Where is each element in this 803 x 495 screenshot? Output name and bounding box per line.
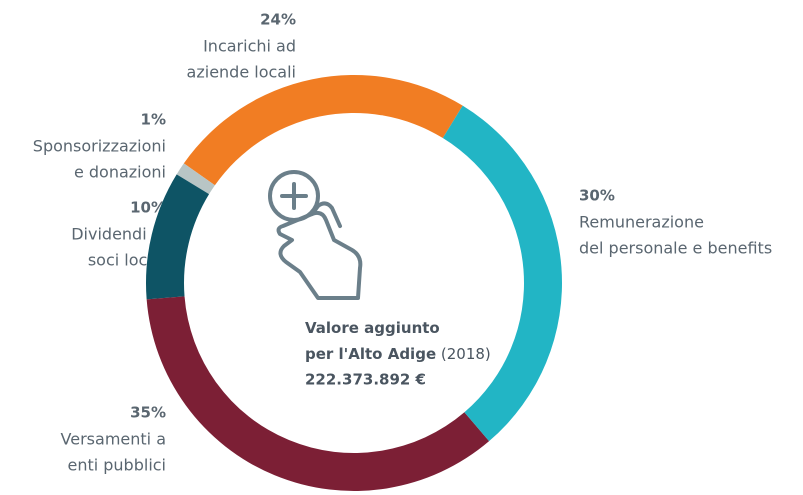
value-label: 10% xyxy=(130,199,166,217)
center-line2: per l'Alto Adige (2018) xyxy=(305,345,491,363)
category-label: Sponsorizzazioni xyxy=(33,137,166,156)
category-label: aziende locali xyxy=(187,63,296,82)
category-label: del personale e benefits xyxy=(579,239,772,258)
donut-segment xyxy=(145,174,210,300)
icon xyxy=(268,170,363,300)
value-label: 35% xyxy=(130,404,166,422)
category-label: e donazioni xyxy=(74,163,166,182)
category-label: Remunerazione xyxy=(579,213,704,232)
value-label: 1% xyxy=(141,111,166,129)
value-label: 30% xyxy=(579,187,615,205)
category-label: enti pubblici xyxy=(67,456,166,475)
donut-segment xyxy=(146,296,490,492)
center-line1: Valore aggiunto xyxy=(305,319,440,337)
category-label: Versamenti a xyxy=(61,430,166,449)
donut-segment xyxy=(183,74,463,186)
donut-segment xyxy=(442,105,562,442)
category-label: Dividendi ai xyxy=(71,225,166,244)
category-label: soci locali xyxy=(88,251,166,270)
donut-segment xyxy=(176,163,215,195)
value-label: 24% xyxy=(260,11,296,29)
category-label: Incarichi ad xyxy=(203,37,296,56)
center-total: 222.373.892 € xyxy=(305,371,426,389)
